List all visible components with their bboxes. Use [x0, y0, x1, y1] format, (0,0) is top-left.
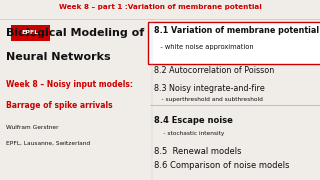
Text: - white noise approximation: - white noise approximation [154, 44, 253, 50]
Text: Week 8 – part 1 :Variation of membrane potential: Week 8 – part 1 :Variation of membrane p… [59, 4, 261, 10]
Text: 8.3 Noisy integrate-and-fire: 8.3 Noisy integrate-and-fire [154, 84, 264, 93]
Text: Neural Networks: Neural Networks [6, 52, 111, 62]
Text: - superthreshold and subthreshold: - superthreshold and subthreshold [154, 97, 262, 102]
Text: EPFL: EPFL [22, 30, 39, 35]
Text: EPFL, Lausanne, Switzerland: EPFL, Lausanne, Switzerland [6, 140, 91, 145]
FancyBboxPatch shape [148, 22, 320, 64]
Text: 8.1 Variation of membrane potential: 8.1 Variation of membrane potential [154, 26, 319, 35]
Text: Barrage of spike arrivals: Barrage of spike arrivals [6, 101, 113, 110]
Text: 8.5  Renewal models: 8.5 Renewal models [154, 147, 241, 156]
Text: Week 8 – Noisy input models:: Week 8 – Noisy input models: [6, 80, 133, 89]
Text: Biological Modeling of: Biological Modeling of [6, 28, 145, 38]
Text: 8.2 Autocorrelation of Poisson: 8.2 Autocorrelation of Poisson [154, 66, 274, 75]
FancyBboxPatch shape [11, 25, 50, 40]
Text: Wulfram Gerstner: Wulfram Gerstner [6, 125, 59, 130]
Text: - stochastic intensity: - stochastic intensity [154, 131, 224, 136]
Text: 8.4 Escape noise: 8.4 Escape noise [154, 116, 232, 125]
Text: 8.6 Comparison of noise models: 8.6 Comparison of noise models [154, 161, 289, 170]
